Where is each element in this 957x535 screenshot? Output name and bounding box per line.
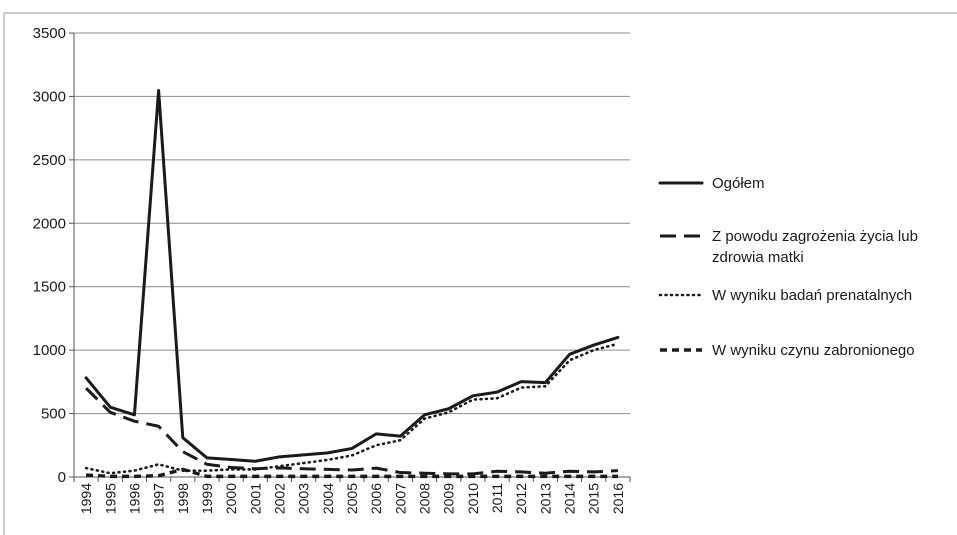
y-tick-label: 0 xyxy=(58,469,66,486)
x-tick-label: 2002 xyxy=(271,483,287,514)
x-tick-label: 2014 xyxy=(562,483,578,514)
legend-label-line: W wyniku badań prenatalnych xyxy=(712,287,912,304)
x-tick-label: 2000 xyxy=(223,483,239,514)
legend: Ogółem Z powodu zagrożenia życia lub zdrow… xyxy=(658,175,918,359)
x-tick-label: 2006 xyxy=(368,483,384,514)
x-tick-label: 2011 xyxy=(489,483,505,513)
x-tick-labels: 1994 1995 1996 1997 1998 1999 2000 2001 2002 2003… xyxy=(78,483,626,514)
y-tick-label: 2000 xyxy=(33,215,66,232)
legend-label-line: Ogółem xyxy=(712,175,765,192)
series-line-2 xyxy=(85,387,618,476)
x-tick-label: 2013 xyxy=(537,483,553,514)
x-tick-label: 2008 xyxy=(417,483,433,514)
x-tick-label: 2016 xyxy=(610,483,626,514)
x-tick-label: 1998 xyxy=(175,483,191,514)
y-tick-label: 500 xyxy=(41,406,66,423)
y-tick-label: 3000 xyxy=(33,88,66,105)
x-tick-label: 2003 xyxy=(296,483,312,514)
legend-label-line: Z powodu zagrożenia życia lub xyxy=(712,228,918,245)
x-tick-label: 1996 xyxy=(126,483,142,514)
legend-label-2: Z powodu zagrożenia życia lub zdrowia mat… xyxy=(712,228,918,266)
legend-label-1: Ogółem xyxy=(712,175,765,192)
legend-label-line: zdrowia matki xyxy=(712,249,804,266)
x-tick-label: 2010 xyxy=(465,483,481,514)
x-tick-label: 1997 xyxy=(151,483,167,514)
legend-label-3: W wyniku badań prenatalnych xyxy=(712,287,912,304)
x-tick-label: 2001 xyxy=(247,483,263,514)
x-tick-label: 1999 xyxy=(199,483,215,514)
legend-label-4: W wyniku czynu zabronionego xyxy=(712,342,915,359)
series-lines xyxy=(84,88,620,479)
y-tick-labels: 0 500 1000 1500 2000 2500 3000 3500 xyxy=(33,25,66,486)
x-tick-label: 2009 xyxy=(441,483,457,514)
axes xyxy=(69,32,631,482)
y-tick-label: 3500 xyxy=(33,25,66,42)
series-line-4 xyxy=(86,467,618,479)
series-line-1 xyxy=(84,88,620,463)
y-tick-label: 2500 xyxy=(33,152,66,169)
x-tick-label: 2007 xyxy=(392,483,408,514)
x-tick-label: 2012 xyxy=(513,483,529,514)
x-tick-label: 1995 xyxy=(102,483,118,514)
x-tick-label: 1994 xyxy=(78,483,94,514)
series-line-3 xyxy=(84,342,620,475)
legend-label-line: W wyniku czynu zabronionego xyxy=(712,342,915,359)
y-tick-label: 1000 xyxy=(33,342,66,359)
x-tick-label: 2015 xyxy=(586,483,602,514)
x-tick-label: 2005 xyxy=(344,483,360,514)
y-tick-label: 1500 xyxy=(33,279,66,296)
x-tick-label: 2004 xyxy=(320,483,336,514)
